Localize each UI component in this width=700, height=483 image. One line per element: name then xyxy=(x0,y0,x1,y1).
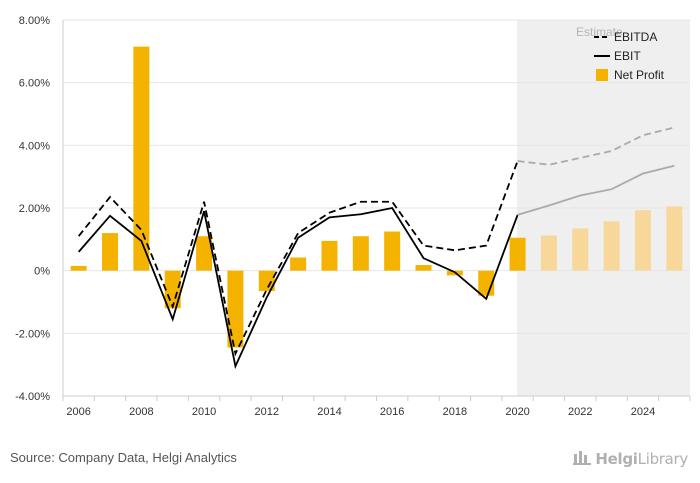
y-tick-label: 0% xyxy=(34,266,50,278)
bar-net-profit xyxy=(634,210,651,271)
bar-net-profit xyxy=(258,270,275,292)
y-tick-label: 6.00% xyxy=(19,78,50,90)
bar-net-profit xyxy=(415,265,432,271)
bar-net-profit xyxy=(666,206,683,271)
legend: EBITDA EBIT Net Profit xyxy=(594,30,665,82)
line-ebitda xyxy=(77,160,519,357)
bar-net-profit xyxy=(133,46,150,271)
x-tick-label: 2010 xyxy=(192,406,216,418)
y-tick-label: -2.00% xyxy=(15,328,50,340)
y-tick-label: 2.00% xyxy=(19,203,50,215)
legend-label-ebit: EBIT xyxy=(614,49,641,63)
bar-net-profit xyxy=(352,236,369,271)
x-tick-label: 2022 xyxy=(568,406,592,418)
line-ebit xyxy=(77,206,519,370)
bar-net-profit xyxy=(102,233,119,271)
legend-swatch-net-profit xyxy=(596,69,608,81)
bar-net-profit xyxy=(196,236,213,271)
x-tick-label: 2024 xyxy=(631,406,655,418)
bar-net-profit xyxy=(290,257,307,271)
bar-net-profit xyxy=(572,228,589,271)
x-tick-label: 2020 xyxy=(505,406,529,418)
bar-net-profit xyxy=(227,270,244,348)
estimate-label: Estimate xyxy=(576,25,623,39)
source-note: Source: Company Data, Helgi Analytics xyxy=(10,450,237,465)
lines xyxy=(77,126,675,370)
axes: -4.00% -2.00% 0% 2.00% 4.00% 6.00% 8.00% 2006 20… xyxy=(15,15,691,418)
y-tick-label: 8.00% xyxy=(19,15,50,27)
x-tick-label: 2012 xyxy=(255,406,279,418)
library-icon xyxy=(573,449,592,465)
y-tick-label: 4.00% xyxy=(19,140,50,152)
x-tick-label: 2006 xyxy=(66,406,90,418)
bar-net-profit xyxy=(540,235,557,271)
bar-net-profit xyxy=(384,231,401,271)
bars xyxy=(70,46,683,348)
x-tick-label: 2014 xyxy=(317,406,341,418)
brand-logo: HelgiLibrary xyxy=(573,449,688,468)
line-ebitda-estimate xyxy=(517,126,675,166)
legend-label-net-profit: Net Profit xyxy=(614,68,665,82)
bar-net-profit xyxy=(509,237,526,271)
x-tick-label: 2008 xyxy=(129,406,153,418)
chart: Estimate -4.00% -2.00% 0% 2.00% 4.00% 6.00% 8.… xyxy=(15,15,691,418)
y-tick-label: -4.00% xyxy=(15,391,50,403)
bar-net-profit xyxy=(603,221,620,271)
x-tick-label: 2016 xyxy=(380,406,404,418)
bar-net-profit xyxy=(321,240,338,271)
line-ebit-estimate xyxy=(517,164,675,216)
x-tick-label: 2018 xyxy=(443,406,467,418)
legend-label-ebitda: EBITDA xyxy=(614,30,657,44)
bar-net-profit xyxy=(70,265,87,271)
